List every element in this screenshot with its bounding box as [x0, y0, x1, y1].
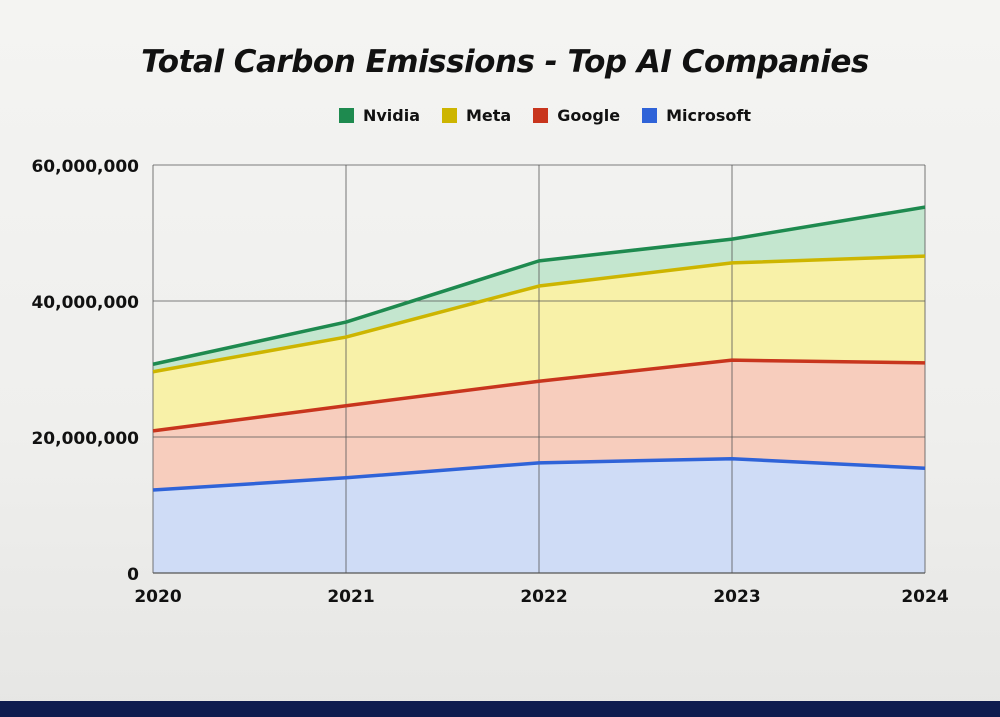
legend-swatch	[338, 108, 354, 123]
line-nvidia	[152, 205, 926, 366]
y-tick-label: 60,000,000	[31, 157, 139, 177]
legend-swatch	[642, 108, 658, 123]
bottom-banner	[0, 701, 1000, 717]
y-tick-label: 20,000,000	[31, 429, 139, 449]
legend-label: Meta	[466, 106, 512, 125]
x-tick-label: 2023	[713, 587, 760, 607]
legend-item-meta: Meta	[442, 106, 511, 125]
legend-item-google: Google	[533, 106, 620, 125]
x-tick-label: 2022	[520, 587, 567, 607]
x-tick-label: 2024	[901, 587, 948, 607]
line-microsoft	[152, 457, 926, 492]
x-tick-label: 2020	[134, 587, 181, 607]
line-google	[152, 358, 926, 433]
legend-swatch	[442, 108, 457, 123]
legend-label: Microsoft	[666, 106, 752, 125]
legend: Nvidia Meta Google Microsoft	[0, 106, 1000, 125]
legend-label: Nvidia	[362, 106, 420, 125]
chart-title: Total Carbon Emissions - Top AI Companie…	[141, 44, 869, 80]
legend-label: Google	[557, 106, 621, 125]
y-tick-label: 40,000,000	[31, 293, 139, 313]
legend-swatch	[533, 108, 549, 123]
legend-item-microsoft: Microsoft	[642, 106, 751, 125]
y-tick-label: 0	[127, 565, 139, 585]
line-meta	[152, 254, 926, 374]
legend-item-nvidia: Nvidia	[338, 106, 420, 125]
x-tick-label: 2021	[327, 587, 374, 607]
